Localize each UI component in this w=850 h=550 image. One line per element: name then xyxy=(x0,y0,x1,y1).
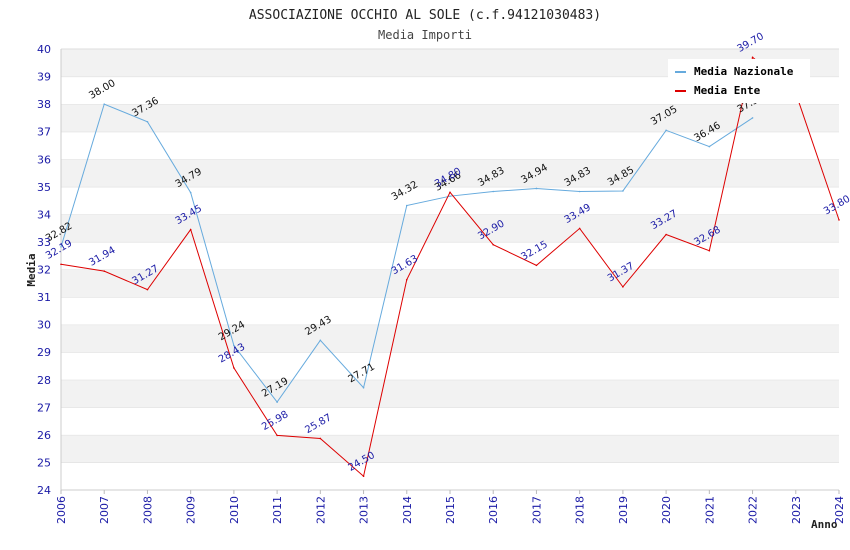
y-tick-label: 33 xyxy=(37,236,51,249)
series-lines xyxy=(60,56,840,478)
series-point xyxy=(103,270,106,272)
series-point xyxy=(60,263,62,266)
x-tick-label: 2014 xyxy=(401,496,414,524)
grid-band xyxy=(61,241,839,270)
x-tick-label: 2012 xyxy=(314,496,327,524)
series-point xyxy=(708,249,711,252)
x-tick-label: 2017 xyxy=(530,496,543,524)
series-point xyxy=(449,191,451,194)
x-tick-labels: 2006 2007 2008 2009 2010 2011 2012 2013 2014 2015… xyxy=(55,490,846,524)
grid-band xyxy=(61,462,839,490)
series-point xyxy=(405,278,408,281)
y-tick-label: 38 xyxy=(37,98,51,111)
y-tick-label: 24 xyxy=(37,484,51,497)
series-point xyxy=(838,219,840,221)
x-tick-label: 2009 xyxy=(185,496,198,524)
grid-band xyxy=(61,434,839,463)
chart-subtitle: Media Importi xyxy=(378,28,472,42)
x-tick-label: 2023 xyxy=(790,496,803,524)
series-point xyxy=(492,190,495,193)
x-tick-label: 2024 xyxy=(833,496,846,524)
series-point xyxy=(578,190,581,193)
y-tick-labels: 24 25 26 27 28 29 30 31 32 33 34 35 36 37 38 39 40 xyxy=(37,43,51,497)
series-point xyxy=(362,386,365,389)
legend-label-media-ente: Media Ente xyxy=(694,84,761,97)
y-tick-label: 30 xyxy=(37,319,51,332)
series-point xyxy=(233,367,235,369)
y-tick-label: 37 xyxy=(37,126,51,139)
y-tick-label: 34 xyxy=(37,208,51,221)
series-point xyxy=(319,437,322,440)
y-tick-label: 27 xyxy=(37,401,51,414)
x-tick-label: 2007 xyxy=(98,496,111,524)
series-point xyxy=(233,344,235,347)
y-tick-label: 28 xyxy=(37,374,51,387)
y-tick-label: 40 xyxy=(37,43,51,56)
series-point xyxy=(146,288,149,291)
grid-band xyxy=(61,104,839,132)
series-point xyxy=(492,243,495,246)
series-point xyxy=(146,120,149,123)
series-point xyxy=(622,190,624,192)
y-tick-label: 26 xyxy=(37,429,51,442)
grid-band xyxy=(61,131,839,160)
x-tick-label: 2022 xyxy=(747,496,760,524)
series-point xyxy=(751,56,754,59)
grid-band xyxy=(61,186,839,215)
series-point xyxy=(405,204,408,207)
x-tick-label: 2016 xyxy=(487,496,500,524)
series-point xyxy=(276,401,278,403)
series-point xyxy=(665,233,667,236)
series-point xyxy=(103,103,106,105)
series-point xyxy=(622,286,624,288)
x-tick-label: 2015 xyxy=(444,496,457,524)
grid-bands xyxy=(61,48,839,490)
x-tick-label: 2013 xyxy=(358,496,371,524)
y-tick-label: 36 xyxy=(37,153,51,166)
chart-title: ASSOCIAZIONE OCCHIO AL SOLE (c.f.9412103… xyxy=(249,8,601,23)
series-point xyxy=(665,129,667,132)
y-tick-label: 29 xyxy=(37,346,51,359)
y-tick-label: 39 xyxy=(37,71,51,84)
grid-band xyxy=(61,352,839,380)
y-axis-label: Media xyxy=(25,253,38,286)
y-tick-label: 31 xyxy=(37,291,51,304)
y-tick-label: 35 xyxy=(37,181,51,194)
series-point xyxy=(189,191,192,194)
series-point xyxy=(535,187,538,190)
series-point xyxy=(751,117,754,119)
series-point xyxy=(189,228,192,231)
series-point xyxy=(60,246,62,248)
series-point xyxy=(535,264,538,267)
y-tick-label: 25 xyxy=(37,456,51,469)
x-tick-label: 2011 xyxy=(271,496,284,524)
grid-band xyxy=(61,214,839,242)
grid-band xyxy=(61,407,839,435)
x-tick-label: 2018 xyxy=(574,496,587,524)
x-tick-label: 2020 xyxy=(660,496,673,524)
grid-band xyxy=(61,324,839,353)
grid-band xyxy=(61,159,839,187)
x-tick-label: 2019 xyxy=(617,496,630,524)
grid-band xyxy=(61,379,839,408)
x-tick-label: 2010 xyxy=(228,496,241,524)
series-point xyxy=(319,339,322,342)
y-tick-label: 32 xyxy=(37,264,51,277)
x-axis-label: Anno xyxy=(811,518,838,531)
x-tick-label: 2008 xyxy=(141,496,154,524)
grid-band xyxy=(61,269,839,298)
series-point xyxy=(362,475,365,478)
series-point xyxy=(578,227,581,230)
legend-label-media-nazionale: Media Nazionale xyxy=(694,65,794,78)
series-point xyxy=(708,145,711,148)
x-tick-label: 2006 xyxy=(55,496,68,524)
grid-band xyxy=(61,297,839,325)
x-tick-label: 2021 xyxy=(703,496,716,524)
series-point xyxy=(276,434,278,437)
series-point xyxy=(449,195,451,197)
legend: Media Nazionale Media Ente xyxy=(668,59,810,103)
legend-box xyxy=(668,59,810,103)
